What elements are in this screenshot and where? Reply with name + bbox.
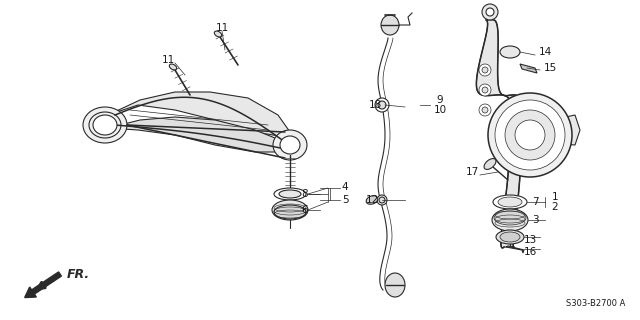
Ellipse shape [496, 230, 524, 244]
Polygon shape [506, 246, 524, 253]
Ellipse shape [93, 115, 117, 135]
Text: 18: 18 [369, 100, 381, 110]
Ellipse shape [500, 232, 520, 242]
Ellipse shape [494, 211, 526, 225]
Circle shape [379, 197, 385, 203]
Text: 2: 2 [552, 202, 558, 212]
Circle shape [482, 67, 488, 73]
Polygon shape [108, 117, 290, 152]
Text: 14: 14 [538, 47, 552, 57]
Text: 12: 12 [365, 195, 379, 205]
Polygon shape [476, 20, 520, 130]
Text: 15: 15 [543, 63, 557, 73]
Ellipse shape [280, 136, 300, 154]
Text: 4: 4 [342, 182, 348, 192]
Text: 11: 11 [216, 23, 228, 33]
Polygon shape [505, 115, 580, 145]
Circle shape [378, 101, 386, 109]
Text: 17: 17 [465, 167, 479, 177]
Ellipse shape [366, 196, 378, 204]
Text: 13: 13 [524, 235, 536, 245]
Text: 5: 5 [342, 195, 348, 205]
Circle shape [479, 104, 491, 116]
Text: S303-B2700 A: S303-B2700 A [566, 299, 625, 308]
Text: 3: 3 [532, 215, 538, 225]
Circle shape [515, 120, 545, 150]
Text: 8: 8 [301, 189, 308, 199]
Ellipse shape [274, 205, 306, 219]
Text: 9: 9 [436, 95, 444, 105]
Ellipse shape [381, 15, 399, 35]
Ellipse shape [279, 190, 301, 198]
Ellipse shape [484, 158, 496, 170]
Circle shape [482, 4, 498, 20]
Polygon shape [520, 64, 537, 73]
Text: 11: 11 [161, 55, 175, 65]
Circle shape [479, 64, 491, 76]
Circle shape [377, 195, 387, 205]
Circle shape [505, 110, 555, 160]
Ellipse shape [493, 195, 527, 209]
Circle shape [495, 100, 565, 170]
Ellipse shape [83, 107, 127, 143]
Text: 6: 6 [301, 205, 308, 215]
Ellipse shape [273, 130, 307, 160]
Circle shape [486, 8, 494, 16]
Polygon shape [501, 140, 521, 248]
Ellipse shape [385, 273, 405, 297]
Ellipse shape [498, 197, 522, 207]
Circle shape [482, 107, 488, 113]
Ellipse shape [214, 31, 221, 37]
Circle shape [482, 87, 488, 93]
Ellipse shape [272, 200, 308, 220]
Circle shape [375, 98, 389, 112]
Ellipse shape [500, 46, 520, 58]
Circle shape [488, 93, 572, 177]
Ellipse shape [492, 209, 528, 231]
Ellipse shape [170, 64, 177, 70]
Ellipse shape [274, 188, 306, 200]
Text: 7: 7 [532, 197, 538, 207]
Polygon shape [108, 92, 290, 137]
Text: 10: 10 [433, 105, 447, 115]
Text: 16: 16 [524, 247, 536, 257]
Text: 1: 1 [552, 192, 558, 202]
FancyArrow shape [25, 272, 61, 298]
Circle shape [479, 84, 491, 96]
Text: FR.: FR. [67, 268, 90, 281]
